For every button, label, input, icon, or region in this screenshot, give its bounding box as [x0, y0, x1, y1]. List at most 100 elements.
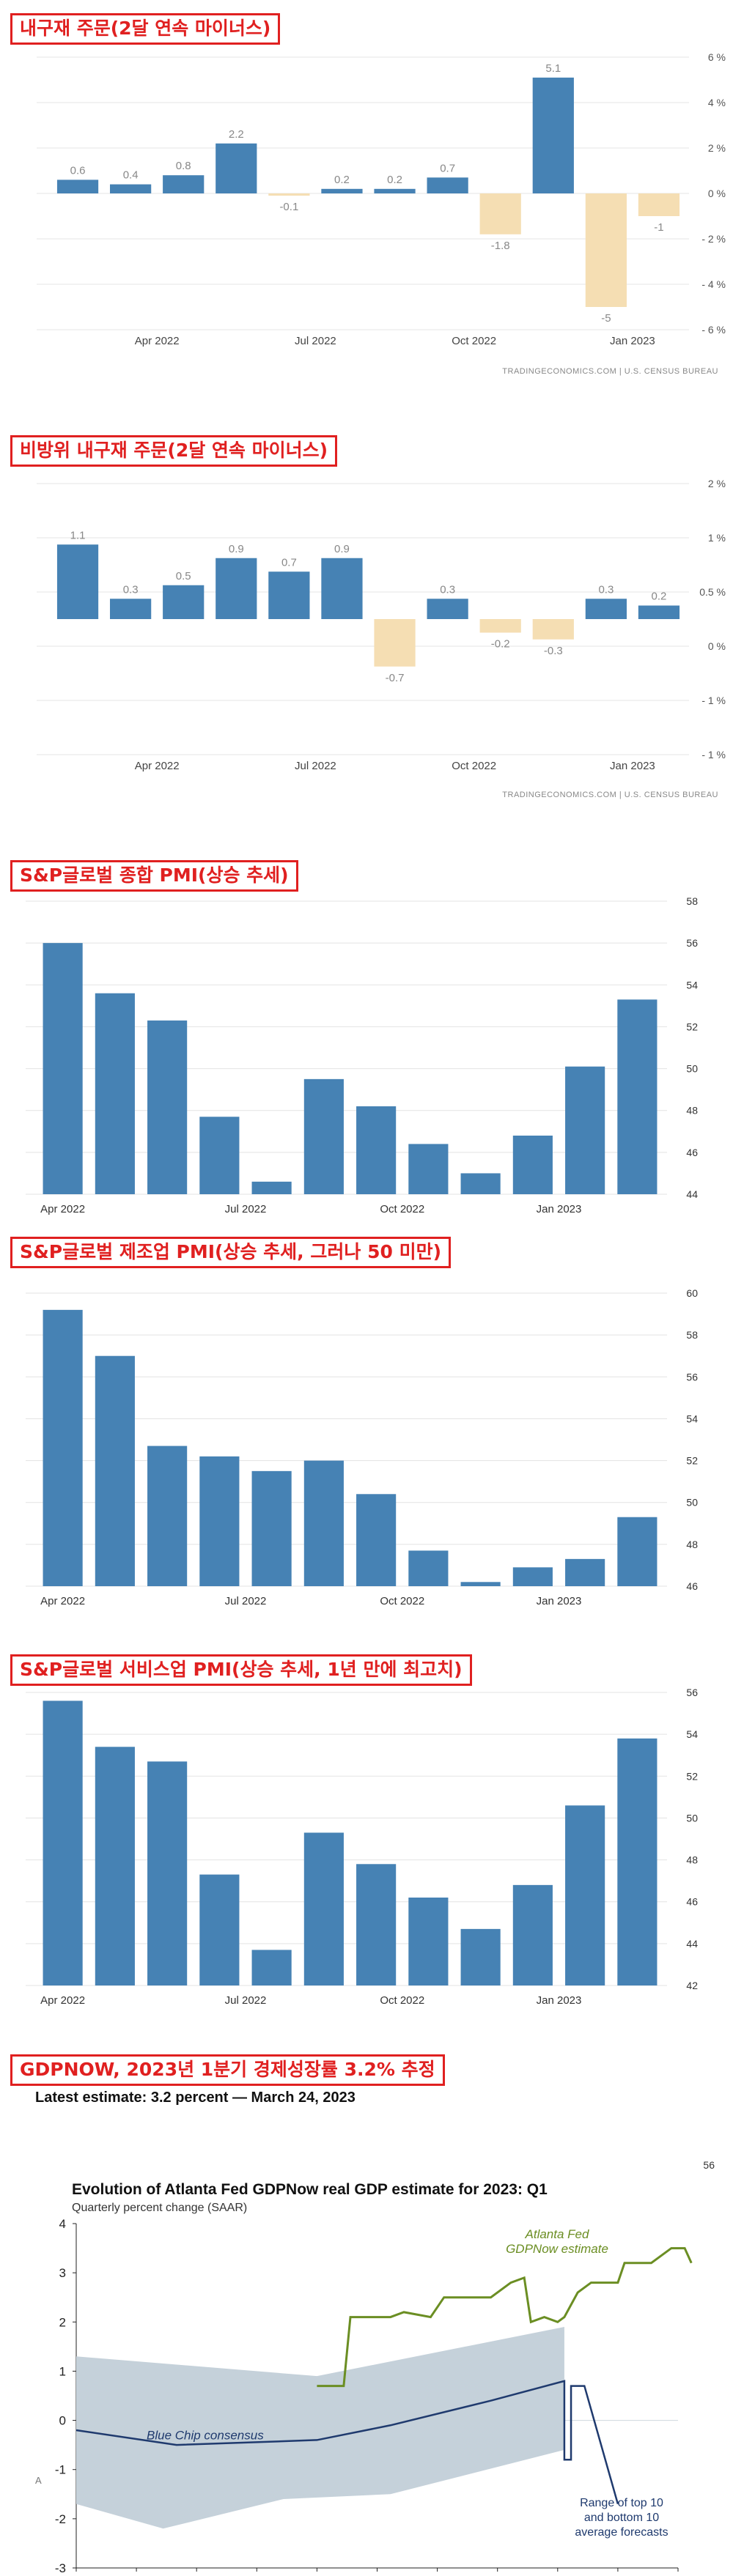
bar: [251, 1181, 292, 1194]
gdpnow-line: [317, 2247, 693, 2388]
y-tick-label: 48: [686, 1105, 698, 1117]
data-label: 0.9: [229, 543, 244, 555]
y-tick-label: 54: [686, 979, 698, 991]
bar: [532, 619, 574, 640]
y-tick-label: 54: [686, 1413, 698, 1424]
y-tick-label: - 2 %: [701, 233, 726, 245]
data-label: -1: [654, 221, 663, 234]
bar: [268, 571, 310, 619]
chart-title: 내구재 주문(2달 연속 마이너스): [10, 13, 281, 45]
data-label: -0.1: [279, 201, 298, 213]
bar: [95, 1747, 135, 1985]
bar: [268, 193, 310, 196]
gdpnow-title: GDPNOW, 2023년 1분기 경제성장률 3.2% 추정: [10, 2054, 445, 2086]
y-tick-label: 54: [686, 1728, 698, 1740]
bar: [95, 993, 135, 1194]
y-tick-label: 6 %: [708, 51, 726, 63]
data-label: -0.2: [491, 638, 510, 651]
bar: [460, 1928, 501, 1985]
durable-goods-chart: 6 % 4 % 2 % 0 % - 2 % - 4 % - 6 % 0.6 0.4 0.8 2.2 -…: [37, 51, 726, 376]
bar: [617, 1738, 658, 1985]
y-tick-label: - 1 %: [701, 695, 726, 706]
bar: [147, 1020, 188, 1194]
x-tick-label: Oct 2022: [452, 760, 496, 772]
composite-pmi-chart: 58 56 54 52 50 48 46 44 Apr 2022 Jul 2022 Oct 2022…: [26, 895, 698, 1215]
bar: [479, 193, 521, 234]
range-annotation: average forecasts: [575, 2526, 668, 2539]
y-tick-label: 1 %: [708, 532, 726, 544]
bar: [638, 193, 680, 216]
bar: [163, 585, 205, 619]
y-tick-label: -3: [55, 2561, 66, 2575]
y-tick-label: 4 %: [708, 97, 726, 108]
y-tick-label: 50: [686, 1063, 698, 1075]
bar: [43, 1700, 83, 1985]
data-label: 0.3: [440, 583, 455, 596]
bar: [408, 1898, 449, 1985]
bar: [512, 1136, 553, 1194]
y-tick-label: - 4 %: [701, 278, 726, 290]
source-label: TRADINGECONOMICS.COM | U.S. CENSUS BUREA…: [502, 791, 718, 799]
bar: [56, 179, 99, 193]
data-label: -5: [601, 312, 611, 325]
bar: [617, 1517, 658, 1586]
bar: [199, 1874, 240, 1985]
y-tick-label: 0: [59, 2414, 66, 2428]
y-tick-label: 46: [686, 1580, 698, 1592]
data-label: -1.8: [491, 240, 510, 252]
bar: [199, 1456, 240, 1586]
bluechip-annotation: Blue Chip consensus: [147, 2429, 264, 2443]
gdpnow-annotation: Atlanta Fed: [525, 2227, 589, 2241]
data-label: 2.2: [229, 128, 244, 141]
chart-title: 비방위 내구재 주문(2달 연속 마이너스): [10, 435, 338, 467]
bar: [356, 1106, 397, 1194]
y-tick-label: 2: [59, 2315, 66, 2329]
bar: [374, 619, 416, 667]
bar: [585, 193, 627, 307]
bar: [199, 1117, 240, 1194]
bar: [251, 1950, 292, 1985]
y-tick-label: 0.5 %: [699, 586, 726, 598]
bar: [408, 1144, 449, 1194]
y-tick-label: 52: [686, 1455, 698, 1467]
data-label: -0.7: [386, 672, 405, 684]
bar: [303, 1832, 344, 1985]
bar: [565, 1805, 605, 1985]
data-label: 0.2: [387, 174, 402, 186]
bar: [460, 1582, 501, 1586]
y-tick-label: 56: [686, 1687, 698, 1698]
bar: [512, 1567, 553, 1586]
data-label: -0.3: [544, 645, 563, 657]
y-tick-label: 2 %: [708, 478, 726, 489]
bar: [427, 177, 468, 193]
gdpnow-chart: 56 A Evolution of Atlanta Fed GDPNow real …: [35, 2159, 715, 2575]
x-tick-label: Apr 2022: [40, 1994, 85, 2007]
x-tick-label: Oct 2022: [452, 335, 496, 347]
data-label: 0.8: [176, 160, 191, 172]
y-tick-label: 4: [59, 2217, 66, 2231]
y-tick-label: -1: [55, 2463, 66, 2477]
data-label: 1.1: [70, 529, 86, 541]
bar: [356, 1864, 397, 1985]
y-tick-label: 58: [686, 895, 698, 907]
x-tick-label: Oct 2022: [380, 1994, 424, 2007]
data-label: 0.2: [652, 591, 667, 603]
x-tick-label: Jul 2022: [295, 335, 336, 347]
y-tick-label: 60: [686, 1287, 698, 1299]
bar: [356, 1494, 397, 1586]
forecast-range-band: [76, 2327, 564, 2529]
y-tick-label: 58: [686, 1329, 698, 1341]
y-tick-label: 46: [686, 1896, 698, 1908]
data-label: 5.1: [545, 62, 561, 75]
bar: [110, 184, 152, 193]
data-label: 0.2: [334, 174, 350, 186]
bar: [321, 188, 363, 193]
bar: [512, 1884, 553, 1985]
bar: [565, 1558, 605, 1586]
durable-goods-section: 내구재 주문(2달 연속 마이너스) 6 % 4 % 2 % 0 % - 2 % - 4 …: [0, 0, 733, 410]
data-label: 0.7: [281, 556, 297, 569]
bar: [565, 1066, 605, 1194]
x-tick-label: Apr 2022: [135, 335, 180, 347]
bar: [43, 943, 83, 1194]
x-tick-label: Jan 2023: [610, 760, 655, 772]
